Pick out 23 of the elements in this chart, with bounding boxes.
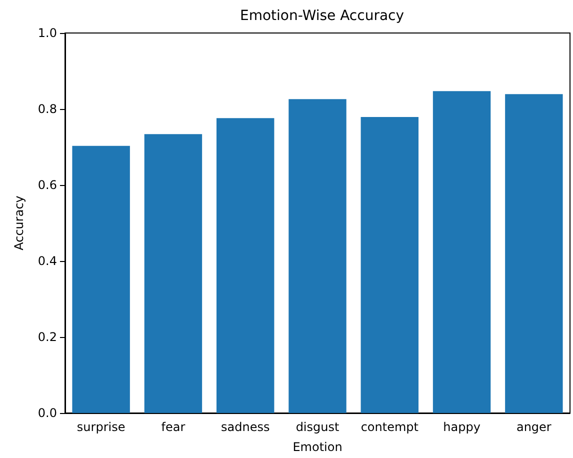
y-axis-title: Accuracy [12, 196, 26, 250]
y-tick-label: 1.0 [38, 26, 57, 40]
x-tick-label: surprise [76, 420, 126, 434]
bar [72, 146, 130, 413]
x-tick-label: anger [516, 420, 552, 434]
x-tick-label: sadness [221, 420, 270, 434]
y-tick-label: 0.4 [38, 254, 57, 268]
bar [505, 94, 563, 413]
x-tick-label: happy [443, 420, 480, 434]
bar [216, 118, 274, 413]
y-tick-label: 0.8 [38, 102, 57, 116]
bar [360, 116, 418, 413]
chart-title: Emotion-Wise Accuracy [240, 8, 404, 24]
x-tick-label: contempt [360, 420, 419, 434]
y-tick-label: 0.6 [38, 178, 57, 192]
bar [288, 99, 346, 413]
y-tick-label: 0.2 [38, 330, 57, 344]
x-tick-label: disgust [296, 420, 340, 434]
x-axis-title: Emotion [292, 440, 342, 454]
y-tick-label: 0.0 [38, 406, 57, 420]
x-tick-label: fear [161, 420, 186, 434]
bar [144, 134, 202, 413]
bar [432, 91, 491, 413]
